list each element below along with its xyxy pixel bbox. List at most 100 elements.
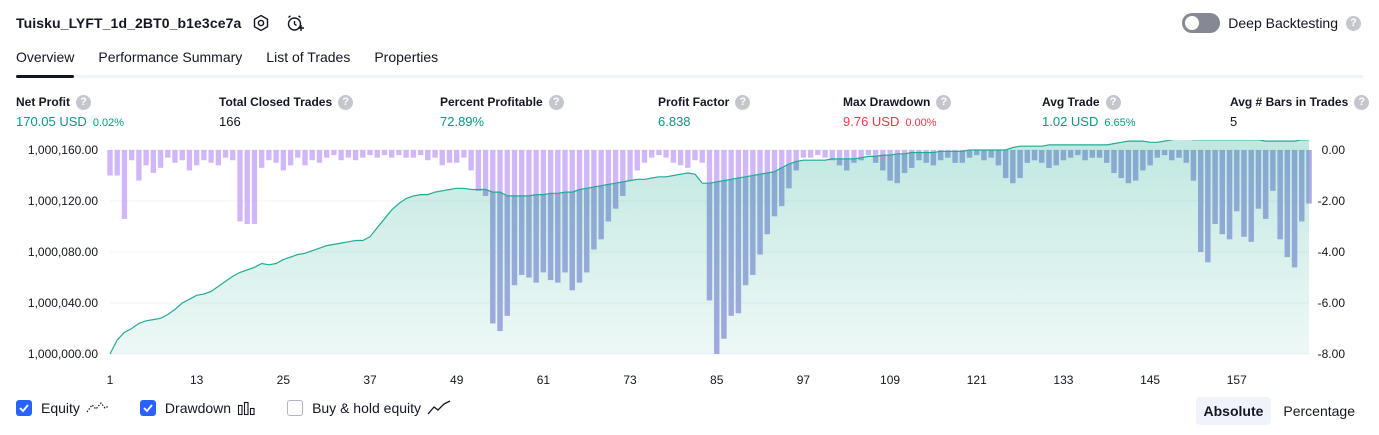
legend-drawdown[interactable]: Drawdown xyxy=(139,400,257,416)
drawdown-bar xyxy=(345,150,352,158)
deep-backtesting-control: Deep Backtesting ? xyxy=(1182,13,1361,33)
stat-profit-factor: Profit Factor? 6.838 xyxy=(658,94,751,129)
drawdown-bar xyxy=(309,150,315,161)
equity-line-icon xyxy=(86,402,110,413)
absolute-button[interactable]: Absolute xyxy=(1195,397,1272,425)
stat-total-closed-trades: Total Closed Trades? 166 xyxy=(219,94,354,129)
drawdown-bar xyxy=(649,150,655,158)
drawdown-bar xyxy=(807,150,814,158)
x-axis-tick-label: 145 xyxy=(1140,373,1160,387)
buy-hold-line-icon xyxy=(427,400,451,415)
stat-avg-bars-in-trades: Avg # Bars in Trades? 5 xyxy=(1230,94,1370,129)
help-icon[interactable]: ? xyxy=(1346,15,1361,31)
drawdown-bar xyxy=(389,150,395,158)
check-icon xyxy=(19,404,29,413)
drawdown-bar xyxy=(620,150,626,196)
drawdown-bar xyxy=(800,150,807,158)
info-icon[interactable]: ? xyxy=(936,94,952,110)
drawdown-bar xyxy=(157,150,164,168)
tab-overview[interactable]: Overview xyxy=(16,48,75,78)
stat-value: 1.02 USD xyxy=(1042,114,1099,129)
drawdown-bar xyxy=(403,150,409,158)
checkbox-equity[interactable] xyxy=(16,400,32,416)
stat-label: Profit Factor xyxy=(658,95,730,109)
settings-icon[interactable] xyxy=(251,13,271,33)
drawdown-bars-icon xyxy=(238,401,255,416)
drawdown-bar xyxy=(468,150,474,171)
x-axis-tick-label: 157 xyxy=(1227,373,1247,387)
info-icon[interactable]: ? xyxy=(548,94,564,110)
drawdown-bar xyxy=(446,150,453,163)
drawdown-bar xyxy=(793,150,799,171)
drawdown-bar xyxy=(396,150,402,156)
drawdown-bar xyxy=(352,150,359,161)
drawdown-bar xyxy=(165,150,171,158)
drawdown-bar xyxy=(107,150,113,176)
info-icon[interactable]: ? xyxy=(338,94,354,110)
drawdown-bar xyxy=(865,150,872,156)
drawdown-bar xyxy=(244,150,250,224)
drawdown-bar xyxy=(295,150,301,158)
drawdown-bar xyxy=(172,150,178,163)
check-icon xyxy=(143,404,153,413)
chart-legend: Equity Drawdown Buy & hold equity xyxy=(16,400,481,416)
deep-backtesting-toggle[interactable] xyxy=(1182,13,1221,33)
drawdown-bar xyxy=(237,150,243,222)
stat-sub-value: 6.65% xyxy=(1104,117,1136,129)
drawdown-bar xyxy=(641,150,648,163)
legend-equity[interactable]: Equity xyxy=(16,400,110,416)
x-axis-tick-label: 1 xyxy=(107,373,114,387)
drawdown-bar xyxy=(215,150,222,166)
drawdown-bar xyxy=(851,150,857,163)
legend-label: Buy & hold equity xyxy=(312,400,422,416)
drawdown-bar xyxy=(656,150,662,156)
drawdown-bar xyxy=(324,150,330,158)
legend-buy-hold-equity[interactable]: Buy & hold equity xyxy=(287,400,451,416)
info-icon[interactable]: ? xyxy=(1354,94,1370,110)
percentage-button[interactable]: Percentage xyxy=(1283,403,1355,419)
drawdown-bar xyxy=(482,150,489,196)
stat-value: 9.76 USD xyxy=(843,114,900,129)
equity-line xyxy=(109,140,1309,355)
x-axis-tick-label: 73 xyxy=(623,373,637,387)
x-axis-tick-label: 37 xyxy=(363,373,377,387)
drawdown-bar xyxy=(121,150,128,219)
stat-value: 166 xyxy=(219,114,241,129)
info-icon[interactable]: ? xyxy=(76,94,91,110)
y-axis-right-tick-label: -2.00 xyxy=(1318,194,1346,208)
tab-performance-summary[interactable]: Performance Summary xyxy=(98,49,243,65)
drawdown-bar xyxy=(128,150,135,161)
deep-backtesting-label: Deep Backtesting xyxy=(1228,15,1338,31)
legend-label: Equity xyxy=(41,400,80,416)
checkbox-drawdown[interactable] xyxy=(139,400,156,416)
drawdown-bar xyxy=(677,150,684,166)
stat-label: Total Closed Trades xyxy=(219,95,333,109)
info-icon[interactable]: ? xyxy=(1105,94,1121,110)
checkbox-buy-hold-equity[interactable] xyxy=(287,400,304,416)
drawdown-bar xyxy=(143,150,149,166)
stat-percent-profitable: Percent Profitable? 72.89% xyxy=(440,94,564,129)
value-mode-switcher: Absolute Percentage xyxy=(1195,397,1364,425)
stat-label: Net Profit xyxy=(16,95,70,109)
add-alert-icon[interactable] xyxy=(285,13,305,33)
drawdown-bar xyxy=(627,150,633,181)
tab-properties[interactable]: Properties xyxy=(374,49,439,65)
stat-net-profit: Net Profit? 170.05 USD 0.02% xyxy=(16,94,124,129)
drawdown-bar xyxy=(858,150,864,161)
y-axis-left-tick-label: 1,000,120.00 xyxy=(28,194,98,208)
drawdown-bar xyxy=(201,150,207,161)
info-icon[interactable]: ? xyxy=(735,94,751,110)
drawdown-bar xyxy=(259,150,265,168)
y-axis-left-tick-label: 1,000,160.00 xyxy=(28,143,98,157)
drawdown-bar xyxy=(822,150,828,158)
drawdown-bar xyxy=(461,150,467,158)
tab-list-of-trades[interactable]: List of Trades xyxy=(266,49,351,65)
drawdown-bar xyxy=(331,150,337,156)
drawdown-bar xyxy=(381,150,388,156)
drawdown-bar xyxy=(186,150,193,171)
drawdown-bar xyxy=(410,150,417,158)
legend-label: Drawdown xyxy=(164,400,232,416)
x-axis-tick-label: 133 xyxy=(1053,373,1073,387)
x-axis-tick-label: 13 xyxy=(190,373,204,387)
drawdown-bar xyxy=(222,150,229,158)
